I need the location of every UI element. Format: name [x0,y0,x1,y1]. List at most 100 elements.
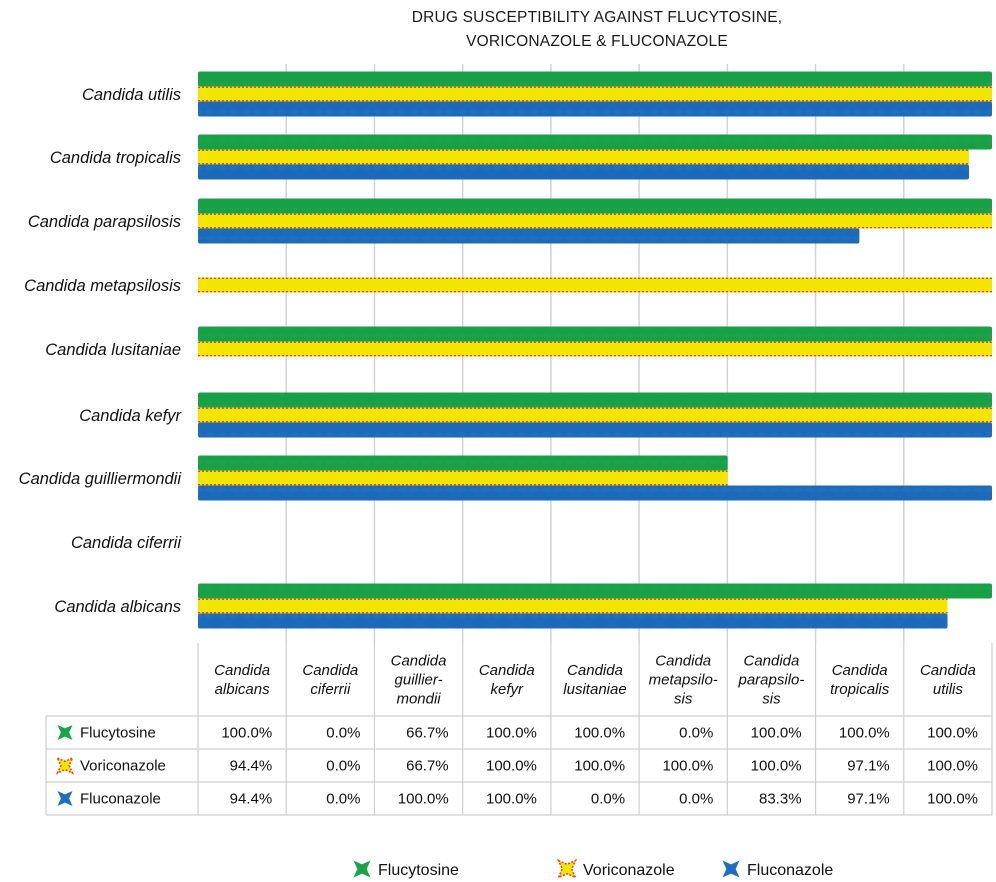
table-header-label: Candida [214,662,270,679]
legend-item-voriconazole: Voriconazole [556,858,675,880]
flucytosine-marker-icon [57,725,73,740]
table-cell-value: 94.4% [230,791,273,808]
bar-fill [198,71,992,87]
table-header-label: guillier- [395,672,443,689]
table-header-label: Candida [832,662,888,679]
bar-fill [198,134,992,150]
table-cell-value: 100.0% [927,758,978,775]
table-cell-value: 66.7% [406,725,449,742]
table-series-name: Fluconazole [80,791,161,808]
table-header-label: utilis [933,681,964,698]
table-series-name: Voriconazole [80,758,166,775]
bar-voriconazole [198,277,992,293]
table-header-label: sis [762,691,781,708]
chart-title-line-2: VORICONAZOLE & FLUCONAZOLE [466,33,728,50]
bar-fill [198,470,728,486]
table-header-label: lusitaniae [563,681,626,698]
bar-flucytosine [198,392,992,408]
flucytosine-marker-icon [353,860,371,878]
table-cell-value: 83.3% [759,791,802,808]
bar-fill [198,613,948,629]
table-cell-value: 100.0% [486,791,537,808]
bar-fill [198,392,992,408]
table-header-label: Candida [567,662,623,679]
table-header-label: Candida [920,662,976,679]
category-label: Candida lusitaniae [45,341,181,359]
category-label: Candida ciferrii [71,534,182,552]
bar-flucytosine [198,198,992,214]
bar-flucytosine [198,134,992,150]
bar-fluconazole [198,101,992,117]
table-cell-value: 100.0% [486,758,537,775]
table-header-label: Candida [391,653,447,670]
bar-fill [198,583,992,599]
bar-flucytosine [198,583,992,599]
bar-voriconazole [198,598,948,614]
fluconazole-marker-icon [722,860,740,878]
table-cell-value: 100.0% [839,725,890,742]
category-labels: Candida albicans Candida ciferrii Candida … [19,86,183,616]
bar-fluconazole [198,228,860,244]
category-label: Candida metapsilosis [24,277,181,295]
table-header-label: kefyr [491,681,525,698]
bar-fluconazole [198,485,992,501]
bar-fill [198,422,992,438]
table-header-label: Candida [655,653,711,670]
table-header-label: sis [674,691,693,708]
category-label: Candida guilliermondii [19,470,183,488]
bar-voriconazole [198,407,992,423]
category-label: Candida parapsilosis [28,213,181,231]
table-header-label: tropicalis [830,681,890,698]
bar-voriconazole [198,149,969,165]
bar-fluconazole [198,613,948,629]
table-cell-value: 0.0% [326,791,360,808]
table-header-label: metapsilo- [649,672,718,689]
bar-voriconazole [198,341,992,357]
category-label: Candida tropicalis [50,149,181,167]
category-label: Candida albicans [54,598,181,616]
table-cell-value: 94.4% [230,758,273,775]
table-cell-value: 0.0% [326,725,360,742]
bar-fill [198,277,992,293]
table-cell-value: 100.0% [662,758,713,775]
table-cell-value: 100.0% [751,725,802,742]
table-cell-value: 0.0% [679,725,713,742]
bar-fill [198,149,969,165]
bar-flucytosine [198,326,992,342]
legend-label: Flucytosine [378,862,459,879]
bar-voriconazole [198,470,728,486]
bar-fill [198,326,992,342]
table-cell-value: 100.0% [927,791,978,808]
bar-fill [198,198,992,214]
table-header-label: ciferrii [310,681,351,698]
voriconazole-marker-icon [556,858,578,880]
bar-fill [198,485,992,501]
bar-layer [198,71,992,629]
bar-fill [198,341,992,357]
data-table: Candida albicans Candida ciferrii Candida gui… [45,643,993,816]
bar-fill [198,164,969,180]
fluconazole-marker-icon [57,791,73,806]
voriconazole-marker-icon [55,756,75,775]
table-cell-value: 100.0% [221,725,272,742]
legend-label: Voriconazole [583,862,675,879]
table-header-label: mondii [396,691,441,708]
bar-fill [198,598,948,614]
table-header-label: albicans [215,681,271,698]
table-cell-value: 100.0% [574,758,625,775]
bar-fill [198,228,860,244]
bar-voriconazole [198,86,992,102]
table-cell-value: 100.0% [574,725,625,742]
table-cell-value: 97.1% [847,791,890,808]
chart-title-line-1: DRUG SUSCEPTIBILITY AGAINST FLUCYTOSINE, [411,9,783,26]
bar-fill [198,455,728,471]
bar-fill [198,213,992,229]
table-header-label: Candida [302,662,358,679]
table-cell-value: 100.0% [751,758,802,775]
table-header-label: parapsilo- [738,672,805,689]
table-header-label: Candida [479,662,535,679]
category-label: Candida utilis [82,86,181,104]
category-label: Candida kefyr [79,407,182,425]
table-cell-value: 100.0% [927,725,978,742]
